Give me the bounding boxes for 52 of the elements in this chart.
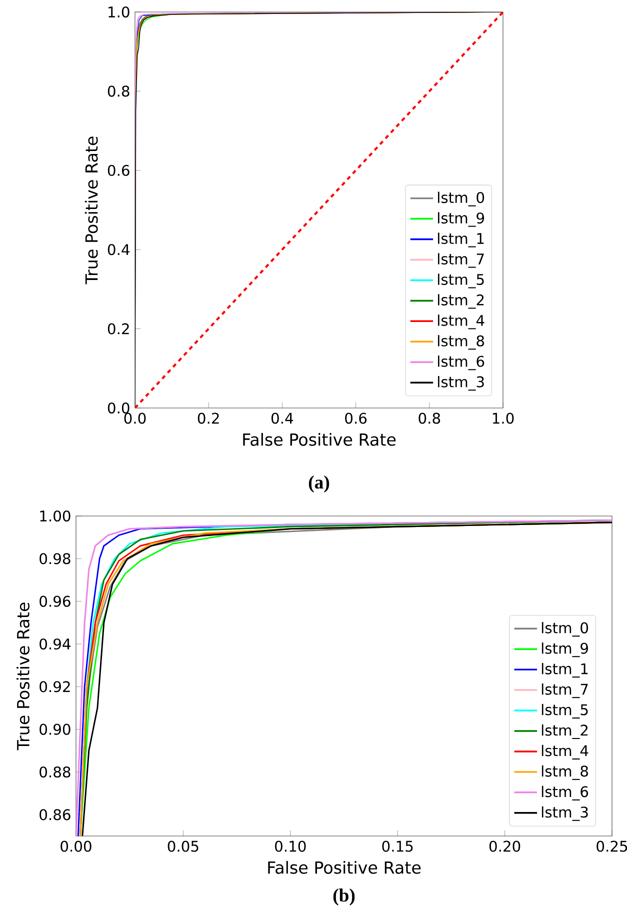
- x-tick-label: 0.05: [168, 840, 198, 852]
- legend-label: lstm_9: [542, 642, 588, 658]
- x-tick-label: 1.0: [492, 412, 514, 424]
- legend-label: lstm_1: [542, 662, 588, 678]
- legend-label: lstm_6: [542, 786, 588, 800]
- legend-label: lstm_1: [438, 232, 484, 248]
- legend-label: lstm_5: [438, 274, 484, 288]
- legend-label: lstm_9: [438, 212, 484, 227]
- x-tick-label: 0.10: [275, 840, 306, 852]
- y-tick-label: 0.96: [40, 596, 70, 607]
- legend-label: lstm_0: [438, 192, 484, 206]
- x-tick-label: 0.00: [60, 840, 92, 852]
- y-tick-label: 0.94: [40, 638, 70, 650]
- x-tick-label: 0.25: [596, 840, 627, 852]
- legend-label: lstm_2: [542, 724, 588, 740]
- y-tick-label: 1.0: [108, 6, 130, 18]
- y-tick-label: 0.8: [108, 86, 130, 97]
- x-tick-label: 0.6: [345, 412, 367, 424]
- legend-label: lstm_7: [542, 683, 588, 698]
- x-tick-label: 0.8: [418, 412, 440, 424]
- x-tick-label: 0.4: [272, 412, 294, 424]
- legend-label: lstm_8: [542, 765, 588, 780]
- legend-label: lstm_4: [542, 744, 588, 760]
- y-tick-label: 0.0: [108, 402, 130, 414]
- x-tick-label: 0.0: [124, 412, 146, 424]
- x-axis-title: False Positive Rate: [268, 860, 421, 874]
- y-tick-label: 0.90: [40, 724, 70, 735]
- x-tick-label: 0.20: [489, 840, 520, 852]
- x-tick-label: 0.15: [382, 840, 413, 852]
- x-axis-title: False Positive Rate: [243, 432, 396, 446]
- text: (b): [333, 888, 355, 906]
- legend-label: lstm_6: [438, 356, 484, 370]
- legend-label: lstm_4: [438, 314, 484, 330]
- y-axis-title: True Positive Rate: [16, 602, 30, 750]
- y-tick-label: 0.2: [108, 323, 129, 334]
- legend-label: lstm_0: [542, 622, 588, 637]
- y-tick-label: 0.4: [108, 244, 130, 256]
- y-tick-label: 0.88: [40, 766, 70, 778]
- legend-label: lstm_3: [438, 376, 484, 391]
- x-tick-label: 0.2: [198, 412, 219, 424]
- legend-label: lstm_2: [438, 294, 484, 309]
- legend-label: lstm_5: [542, 704, 588, 719]
- legend-label: lstm_3: [542, 806, 588, 821]
- legend-label: lstm_8: [438, 335, 484, 350]
- y-tick-label: 1.00: [40, 510, 70, 522]
- y-tick-label: 0.86: [40, 809, 70, 820]
- y-tick-label: 0.98: [40, 553, 70, 564]
- text: (a): [308, 476, 330, 492]
- legend-label: lstm_7: [438, 253, 484, 268]
- y-axis-title: True Positive Rate: [84, 136, 98, 284]
- y-tick-label: 0.92: [40, 681, 70, 692]
- y-tick-label: 0.6: [108, 164, 130, 176]
